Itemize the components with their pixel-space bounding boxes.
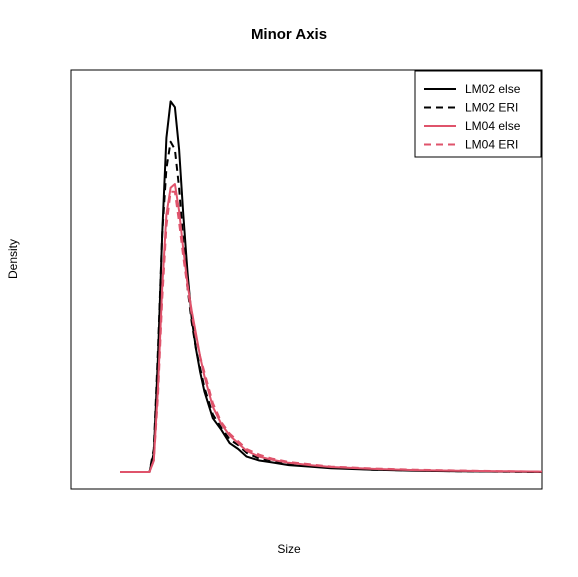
legend-box xyxy=(414,70,542,158)
legend-label-3: LM04 else xyxy=(465,119,521,133)
legend-label-2: LM02 ERI xyxy=(465,101,518,115)
series-line-2 xyxy=(120,140,543,473)
chart-title: Minor Axis xyxy=(250,26,328,43)
legend-label-4: LM04 ERI xyxy=(465,138,518,152)
legend: LM02 else LM02 ERI LM04 else LM04 ERI xyxy=(414,70,542,158)
series-layer xyxy=(120,100,543,473)
plot-frame xyxy=(70,69,543,490)
series-line-3 xyxy=(120,183,543,473)
legend-label-1: LM02 else xyxy=(465,82,521,96)
series-line-4 xyxy=(120,190,543,473)
x-axis-label: Size xyxy=(277,542,301,556)
